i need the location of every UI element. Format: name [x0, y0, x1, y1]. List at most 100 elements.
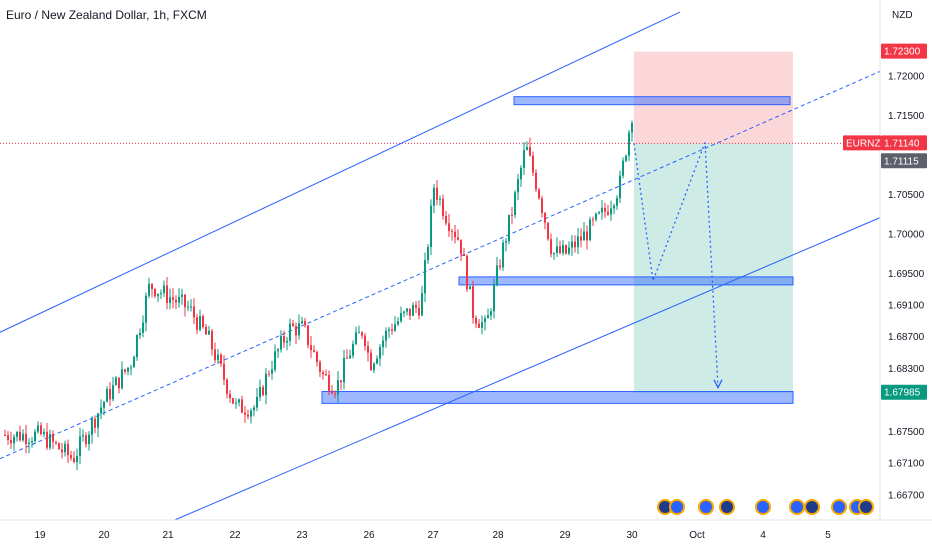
candle-body [31, 441, 33, 443]
candle-body [295, 326, 297, 336]
time-scale: 19 20 21 22 23 26 27 28 29 30 Oct 4 5 [0, 519, 932, 550]
candle-body [448, 223, 450, 232]
candle-body [484, 318, 486, 323]
candle-body [43, 431, 45, 435]
y-tick-label: 1.68300 [888, 364, 925, 375]
event-flag-icon [671, 501, 683, 513]
candle-body [604, 207, 606, 212]
y-tick-label: 1.68700 [888, 332, 925, 343]
candle-body [100, 407, 102, 414]
candle-body [415, 305, 417, 308]
candle-body [112, 385, 114, 400]
candle-body [181, 294, 183, 297]
candle-body [46, 431, 48, 448]
stop-zone [634, 51, 793, 144]
candle-body [496, 265, 498, 285]
price-tag-bg [881, 153, 927, 169]
candle-body [589, 219, 591, 241]
candle-body [613, 205, 615, 209]
candle-body [520, 167, 522, 180]
x-tick-label: 29 [559, 530, 571, 541]
candle-body [478, 323, 480, 328]
event-flag-icon [860, 501, 872, 513]
candle-body [361, 332, 363, 336]
candle-body [292, 323, 294, 327]
candle-body [130, 367, 132, 369]
currency-label: NZD [892, 10, 913, 21]
candle-body [379, 347, 381, 359]
candle-body [160, 292, 162, 294]
candle-body [316, 351, 318, 363]
candle-body [259, 387, 261, 398]
candle-body [310, 345, 312, 351]
candle-body [268, 373, 270, 375]
price-tag-label: EURNZD [846, 138, 888, 149]
candle-body [163, 285, 165, 293]
price-tag-bg [881, 135, 927, 151]
candle-body [523, 150, 525, 168]
candle-body [73, 458, 75, 463]
candle-body [505, 241, 507, 243]
candle-body [7, 435, 9, 441]
candle-body [52, 434, 54, 442]
candle-body [64, 443, 66, 453]
candle-body [508, 214, 510, 242]
candle-body [442, 198, 444, 216]
candle-body [559, 246, 561, 254]
candle-body [229, 393, 231, 399]
y-tick-label: 1.69100 [888, 301, 925, 312]
candle-body [553, 252, 555, 255]
y-tick-label: 1.67100 [888, 459, 925, 470]
candle-body [592, 219, 594, 221]
candle-body [34, 431, 36, 442]
candle-body [61, 449, 63, 453]
candle-body [136, 335, 138, 358]
event-flag-icon [659, 501, 671, 513]
candle-body [397, 321, 399, 325]
candle-body [580, 236, 582, 241]
candle-body [313, 350, 315, 352]
candle-body [544, 212, 546, 223]
candle-body [583, 231, 585, 241]
candle-body [481, 322, 483, 328]
candle-body [244, 412, 246, 415]
candle-body [499, 265, 501, 268]
candle-body [424, 260, 426, 294]
candle-body [538, 189, 540, 199]
candle-body [472, 286, 474, 318]
candle-body [562, 245, 564, 254]
candle-body [607, 211, 609, 215]
candle-body [40, 425, 42, 435]
candle-body [373, 363, 375, 371]
candle-body [430, 205, 432, 247]
candle-body [289, 323, 291, 341]
candle-body [370, 352, 372, 371]
candle-body [106, 388, 108, 402]
x-tick-label: 5 [825, 530, 831, 541]
candle-body [211, 330, 213, 350]
candle-body [94, 418, 96, 428]
support-box-mid [458, 276, 794, 286]
candle-body [253, 407, 255, 411]
candle-body [175, 299, 177, 303]
price-scale: NZD 1.72000 1.71500 1.70500 1.70000 1.69500 1.… [879, 0, 932, 550]
price-tag-label: 1.72300 [884, 47, 921, 58]
candle-body [49, 434, 51, 448]
price-tag-label: 1.71140 [884, 138, 920, 149]
candle-body [154, 288, 156, 297]
candle-body [274, 351, 276, 370]
candle-body [220, 354, 222, 364]
candle-body [541, 198, 543, 213]
candle-body [217, 354, 219, 361]
candle-body [187, 306, 189, 308]
candle-body [574, 241, 576, 248]
candle-body [10, 440, 12, 444]
candle-body [190, 306, 192, 308]
event-icons [657, 499, 874, 515]
candle-body [466, 255, 468, 290]
candle-body [601, 207, 603, 213]
candle-body [166, 285, 168, 303]
candle-body [331, 390, 333, 394]
channel-lower-line [169, 217, 881, 523]
